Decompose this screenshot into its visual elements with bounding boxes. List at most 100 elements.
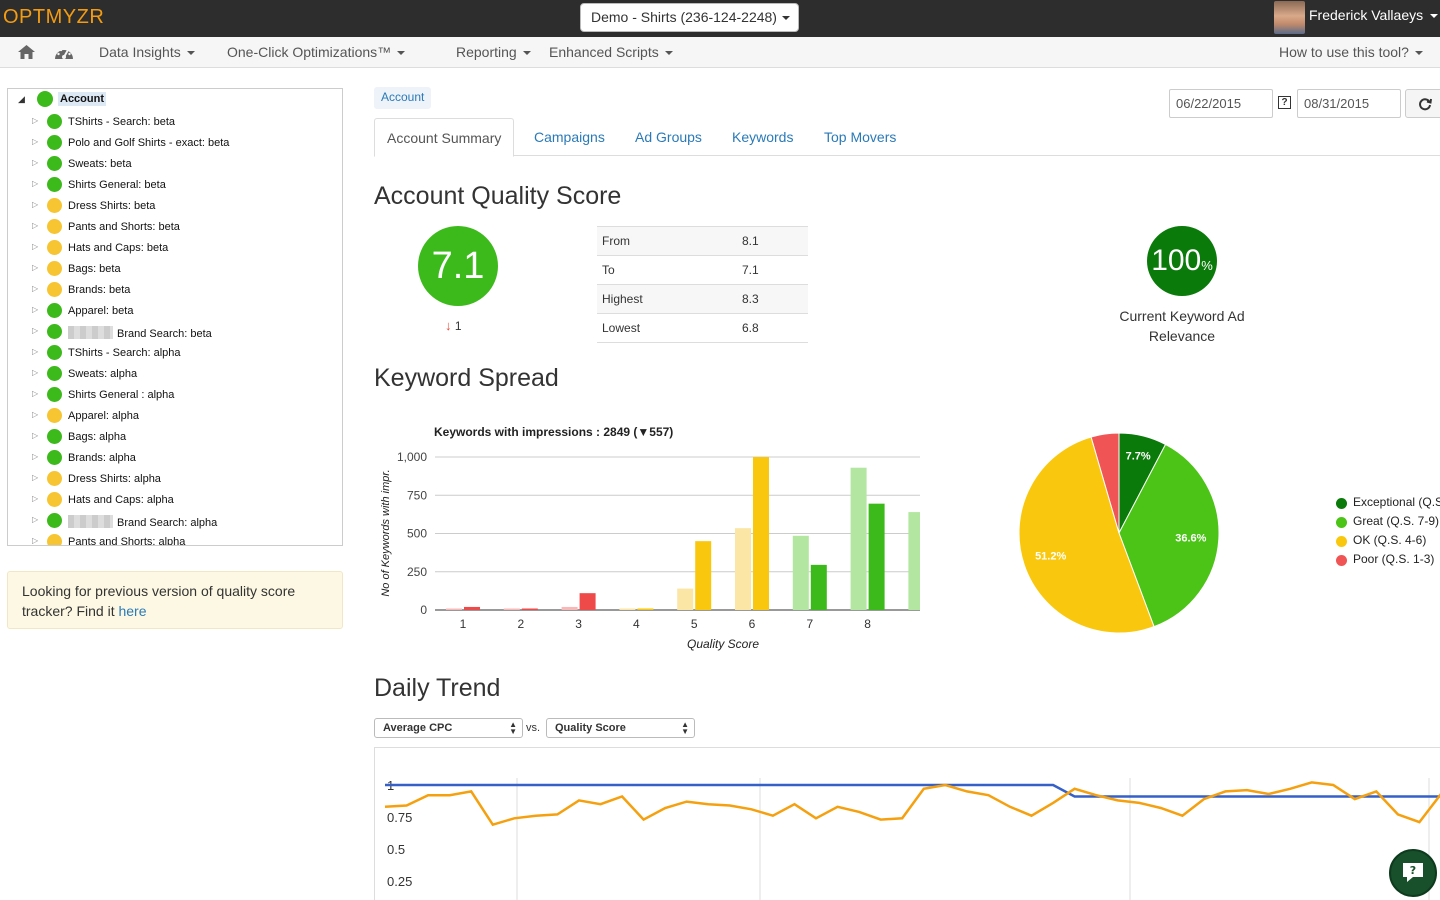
expand-arrow-icon[interactable]: ▷ xyxy=(32,410,39,419)
expand-arrow-icon[interactable]: ▷ xyxy=(32,284,39,293)
nav-enhanced-scripts[interactable]: Enhanced Scripts xyxy=(549,44,673,60)
tree-item[interactable]: ▷ Polo and Golf Shirts - exact: beta xyxy=(8,133,342,154)
tree-item-text: Brands: alpha xyxy=(68,452,136,464)
svg-text:?: ? xyxy=(1410,864,1416,877)
expand-arrow-icon[interactable]: ▷ xyxy=(32,200,39,209)
bar xyxy=(503,608,520,610)
tree-item[interactable]: ▷ Pants and Shorts: beta xyxy=(8,217,342,238)
expand-arrow-icon[interactable]: ▷ xyxy=(32,242,39,251)
collapse-arrow-icon[interactable]: ◢ xyxy=(18,94,25,104)
expand-arrow-icon[interactable]: ▷ xyxy=(32,368,39,377)
legend-item[interactable]: Great (Q.S. 7-9) xyxy=(1335,514,1440,533)
nav-help[interactable]: How to use this tool? xyxy=(1279,44,1423,60)
pie-data-label: 7.7% xyxy=(1126,450,1151,462)
pie-legend: Exceptional (Q.S. 10) Great (Q.S. 7-9) OK … xyxy=(1335,495,1440,571)
tree-item[interactable]: ▷ TShirts - Search: beta xyxy=(8,112,342,133)
top-bar: OPTMYZR Demo - Shirts (236-124-2248) Fre… xyxy=(0,0,1440,37)
expand-arrow-icon[interactable]: ▷ xyxy=(32,431,39,440)
expand-arrow-icon[interactable]: ▷ xyxy=(32,473,39,482)
previous-version-link[interactable]: here xyxy=(118,603,147,619)
help-icon[interactable]: ? xyxy=(1278,96,1291,109)
expand-arrow-icon[interactable]: ▷ xyxy=(32,305,39,314)
expand-arrow-icon[interactable]: ▷ xyxy=(32,221,39,230)
nav-data-insights[interactable]: Data Insights xyxy=(99,44,195,60)
tab-ad-groups[interactable]: Ad Groups xyxy=(635,129,702,145)
expand-arrow-icon[interactable]: ▷ xyxy=(32,515,39,524)
status-dot-icon xyxy=(47,219,62,234)
breadcrumb[interactable]: Account xyxy=(374,87,432,109)
user-menu[interactable]: Frederick Vallaeys xyxy=(1272,0,1440,37)
chevron-down-icon xyxy=(397,51,406,56)
tree-item[interactable]: ▷ Bags: beta xyxy=(8,259,342,280)
tree-item[interactable]: ▷ Shirts General : alpha xyxy=(8,385,342,406)
chevron-down-icon xyxy=(782,16,790,20)
tree-item[interactable]: ▷ Brands: alpha xyxy=(8,448,342,469)
row-value: 8.1 xyxy=(737,226,808,256)
legend-item[interactable]: Exceptional (Q.S. 10) xyxy=(1335,495,1440,514)
tree-item-label: Brands: beta xyxy=(68,284,130,296)
expand-arrow-icon[interactable]: ▷ xyxy=(32,263,39,272)
row-value: 8.3 xyxy=(737,284,808,314)
metric-b-select[interactable]: Quality Score ▲ ▼ xyxy=(546,718,695,738)
expand-arrow-icon[interactable]: ▷ xyxy=(32,389,39,398)
end-date-input[interactable]: 08/31/2015 xyxy=(1297,89,1401,118)
tab-top-movers[interactable]: Top Movers xyxy=(824,129,897,145)
status-dot-icon xyxy=(47,282,62,297)
tree-item[interactable]: ▷ Hats and Caps: alpha xyxy=(8,490,342,511)
nav-reporting[interactable]: Reporting xyxy=(456,44,531,60)
tree-item[interactable]: ▷ Dress Shirts: alpha xyxy=(8,469,342,490)
tree-root[interactable]: ◢ Account xyxy=(15,91,342,111)
optmyzr-logo[interactable]: OPTMYZR xyxy=(3,6,105,28)
expand-arrow-icon[interactable]: ▷ xyxy=(32,494,39,503)
tab-keywords[interactable]: Keywords xyxy=(732,129,794,145)
y-axis-label: No of Keywords with impr. xyxy=(380,469,392,596)
expand-arrow-icon[interactable]: ▷ xyxy=(32,137,39,146)
tree-item[interactable]: ▷ Hats and Caps: beta xyxy=(8,238,342,259)
tree-item[interactable]: ▷ Brands: beta xyxy=(8,280,342,301)
expand-arrow-icon[interactable]: ▷ xyxy=(32,179,39,188)
x-axis-label: Quality Score xyxy=(687,637,759,651)
expand-arrow-icon[interactable]: ▷ xyxy=(32,452,39,461)
bar xyxy=(735,528,751,610)
row-value: 6.8 xyxy=(737,313,808,343)
tab-account-summary[interactable]: Account Summary xyxy=(374,118,515,157)
start-date-input[interactable]: 06/22/2015 xyxy=(1169,89,1273,118)
status-dot-icon xyxy=(47,261,62,276)
tree-item[interactable]: ▷ Bags: alpha xyxy=(8,427,342,448)
chat-help-button[interactable]: ? xyxy=(1389,849,1437,897)
bar xyxy=(695,541,712,610)
tree-item-text: TShirts - Search: beta xyxy=(68,116,175,128)
metric-a-select[interactable]: Average CPC ▲ ▼ xyxy=(374,718,523,738)
tree-item[interactable]: ▷ Apparel: alpha xyxy=(8,406,342,427)
chevron-down-icon xyxy=(1414,51,1423,56)
tree-item[interactable]: ▷ Sweats: beta xyxy=(8,154,342,175)
tree-item[interactable]: ▷ Pants and Shorts: alpha xyxy=(8,532,342,545)
bar xyxy=(619,608,636,610)
dashboard-icon[interactable] xyxy=(54,45,74,60)
refresh-button[interactable] xyxy=(1405,89,1440,118)
y-tick-label: 0.75 xyxy=(387,810,412,825)
tree-item[interactable]: ▷ Brand Search: beta xyxy=(8,322,342,343)
bar xyxy=(579,593,596,610)
expand-arrow-icon[interactable]: ▷ xyxy=(32,158,39,167)
tree-item[interactable]: ▷ Brand Search: alpha xyxy=(8,511,342,532)
nav-one-click-optimizations[interactable]: One-Click Optimizations™ xyxy=(227,44,406,60)
expand-arrow-icon[interactable]: ▷ xyxy=(32,326,39,335)
expand-arrow-icon[interactable]: ▷ xyxy=(32,536,39,545)
account-selector[interactable]: Demo - Shirts (236-124-2248) xyxy=(580,3,799,32)
home-icon[interactable] xyxy=(18,45,35,59)
expand-arrow-icon[interactable]: ▷ xyxy=(32,116,39,125)
bar xyxy=(446,608,462,610)
bar xyxy=(850,467,867,610)
tree-item[interactable]: ▷ Apparel: beta xyxy=(8,301,342,322)
tab-campaigns[interactable]: Campaigns xyxy=(534,129,605,145)
tree-item[interactable]: ▷ Sweats: alpha xyxy=(8,364,342,385)
tree-item[interactable]: ▷ Dress Shirts: beta xyxy=(8,196,342,217)
chat-help-icon: ? xyxy=(1403,863,1423,882)
expand-arrow-icon[interactable]: ▷ xyxy=(32,347,39,356)
tree-item[interactable]: ▷ Shirts General: beta xyxy=(8,175,342,196)
legend-item[interactable]: Poor (Q.S. 1-3) xyxy=(1335,552,1440,571)
arrow-down-icon: ↓ xyxy=(445,318,452,333)
legend-item[interactable]: OK (Q.S. 4-6) xyxy=(1335,533,1440,552)
tree-item[interactable]: ▷ TShirts - Search: alpha xyxy=(8,343,342,364)
